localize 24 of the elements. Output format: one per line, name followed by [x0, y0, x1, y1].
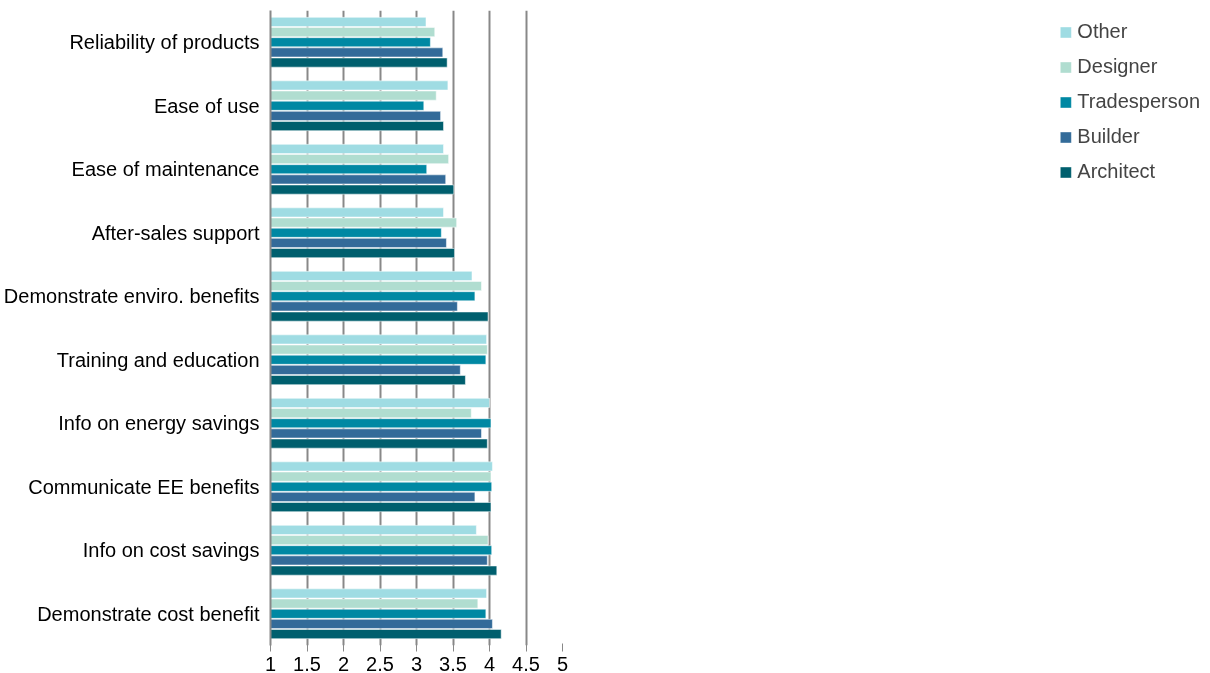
y-tick-label: Ease of maintenance: [71, 158, 260, 181]
x-tick-label: 3.5: [439, 652, 467, 673]
y-tick-label: Demonstrate enviro. benefits: [3, 285, 260, 308]
x-tick-label: 3: [410, 652, 423, 673]
x-tick-label: 4: [483, 652, 496, 673]
legend-label: Other: [1077, 20, 1128, 43]
y-tick-label: Ease of use: [153, 94, 260, 117]
legend-label: Tradesperson: [1077, 90, 1200, 113]
x-tick-label: 1.5: [293, 652, 321, 673]
x-tick-label: 5: [556, 652, 569, 673]
y-tick-label: Training and education: [56, 348, 260, 371]
legend-label: Builder: [1077, 125, 1140, 148]
y-tick-label: Demonstrate cost benefit: [37, 602, 260, 625]
legend-label: Designer: [1077, 55, 1158, 78]
y-tick-label: Reliability of products: [69, 31, 260, 54]
y-tick-label: After-sales support: [91, 221, 260, 244]
y-tick-label: Info on cost savings: [82, 539, 260, 562]
x-tick-label: 2: [337, 652, 350, 673]
x-tick-label: 1: [264, 652, 277, 673]
x-tick-label: 4.5: [512, 652, 540, 673]
y-tick-label: Communicate EE benefits: [28, 475, 260, 498]
x-tick-label: 2.5: [366, 652, 394, 673]
legend-label: Architect: [1077, 160, 1156, 183]
y-tick-label: Info on energy savings: [58, 412, 260, 435]
